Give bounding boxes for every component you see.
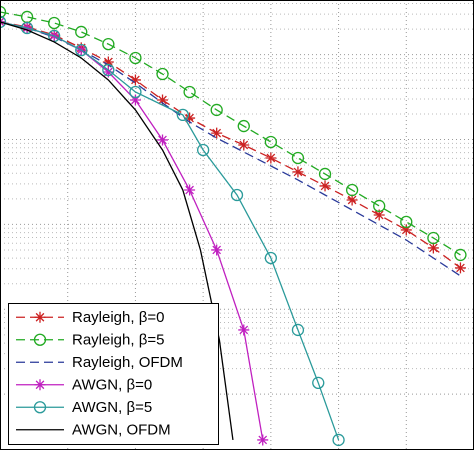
- marker: [129, 51, 142, 65]
- marker: [346, 194, 358, 206]
- marker: [184, 184, 196, 196]
- marker: [312, 376, 325, 389]
- marker: [211, 244, 223, 256]
- marker: [264, 135, 278, 149]
- legend: Rayleigh, β=0 Rayleigh, β=5 Rayleigh, OFDM…: [8, 303, 219, 445]
- marker: [427, 242, 439, 254]
- marker: [48, 16, 61, 30]
- marker: [129, 94, 141, 106]
- marker: [400, 224, 412, 236]
- series-line: [0, 11, 461, 256]
- marker: [33, 401, 47, 414]
- marker: [102, 66, 114, 78]
- marker: [157, 94, 169, 106]
- legend-label: Rayleigh, OFDM: [72, 354, 183, 371]
- legend-label: AWGN, β=0: [72, 377, 152, 394]
- legend-label: AWGN, β=5: [72, 399, 152, 416]
- marker: [156, 67, 169, 81]
- marker: [196, 143, 210, 157]
- marker: [264, 251, 278, 265]
- marker: [102, 63, 115, 77]
- series-line: [0, 21, 340, 441]
- marker: [211, 127, 223, 139]
- marker: [345, 183, 359, 197]
- marker: [332, 433, 345, 447]
- marker: [291, 151, 305, 165]
- marker: [319, 180, 331, 192]
- marker: [210, 103, 223, 117]
- marker: [176, 108, 189, 122]
- marker: [373, 209, 385, 221]
- marker: [20, 10, 34, 24]
- marker: [34, 379, 46, 391]
- marker: [157, 134, 169, 146]
- marker: [400, 215, 413, 229]
- legend-label: Rayleigh, β=5: [72, 332, 164, 349]
- marker: [292, 166, 304, 178]
- marker: [183, 85, 196, 99]
- marker: [265, 152, 277, 164]
- marker: [184, 112, 196, 124]
- plot-area: [0, 5, 467, 447]
- marker: [257, 434, 269, 446]
- marker: [454, 248, 467, 262]
- marker: [230, 188, 244, 202]
- marker: [129, 74, 141, 86]
- marker: [129, 85, 142, 99]
- marker: [0, 5, 7, 19]
- marker: [33, 333, 47, 346]
- series-line: [0, 21, 461, 269]
- marker: [291, 323, 305, 337]
- marker: [427, 231, 440, 245]
- marker: [75, 43, 88, 57]
- marker: [318, 167, 332, 181]
- marker: [373, 199, 386, 213]
- marker: [75, 25, 88, 39]
- legend-label: AWGN, OFDM: [72, 422, 171, 439]
- legend-box: [8, 303, 219, 445]
- legend-label: Rayleigh, β=0: [72, 309, 164, 326]
- marker: [102, 56, 114, 68]
- marker: [454, 262, 466, 274]
- marker: [237, 119, 250, 133]
- series-line: [0, 21, 461, 277]
- marker: [238, 324, 250, 336]
- marker: [0, 15, 7, 29]
- series-line: [0, 21, 234, 441]
- marker: [34, 311, 46, 323]
- marker: [238, 139, 250, 151]
- marker: [102, 37, 115, 51]
